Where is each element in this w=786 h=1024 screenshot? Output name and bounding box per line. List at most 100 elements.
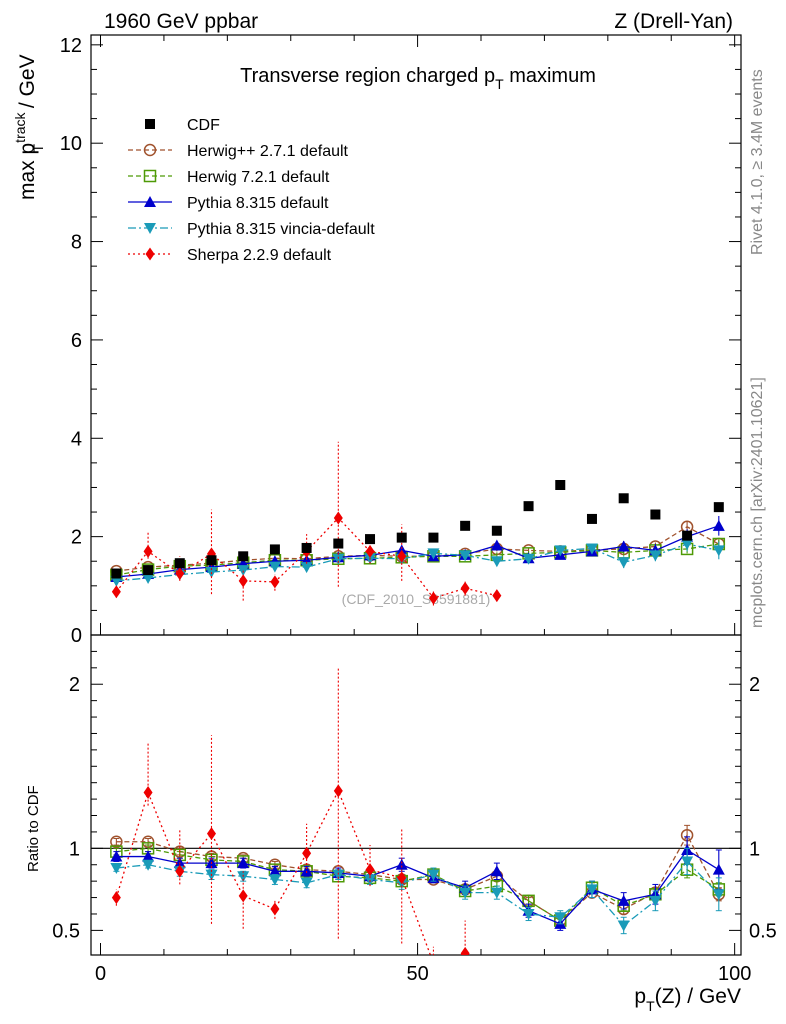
legend-item: Herwig 7.2.1 default [128,169,330,186]
main-data-point [617,540,630,552]
ratio-data-point [268,865,281,877]
legend-marker [144,196,156,207]
x-tick-label: 0 [95,963,106,985]
ratio-series-herwig-2-7-1-default [110,824,726,927]
legend-marker [143,169,157,183]
main-data-point [110,575,123,587]
ratio-series-pythia-8-315-default [110,836,725,931]
main-data-point [681,539,694,551]
cdf-data-point [555,480,566,490]
ratio-y-tick-label-right: 0.5 [749,920,777,942]
ratio-data-point [712,889,725,901]
main-series-line [116,543,719,582]
main-data-point [428,591,438,605]
energy-label: 1960 GeV ppbar [104,10,258,33]
x-axis-label: pT(Z) / GeV [634,985,741,1014]
rivet-label: Rivet 4.1.0, ≥ 3.4M events [749,69,766,255]
main-data-point [268,561,281,573]
ratio-data-point [490,865,503,877]
ratio-data-point [617,894,630,906]
y-tick-label: 10 [60,133,82,155]
legend-marker [143,143,157,157]
cdf-data-point [428,532,439,543]
main-data-point [649,550,662,562]
ratio-data-point [681,856,694,868]
main-series-sherpa-2-2-9-default [111,441,502,606]
legend: CDF Herwig++ 2.7.1 default Herwig 7.2.1 de… [128,117,375,264]
ratio-data-point [429,957,438,970]
main-series-layer [110,441,726,606]
y-tick-label: 12 [60,35,82,57]
ratio-data-point [110,835,123,849]
ratio-series-line [116,849,720,925]
ratio-data-point [364,874,377,886]
cdf-data-point [586,513,597,524]
ratio-data-point [300,877,313,889]
ratio-panel-frame [90,634,742,956]
ratio-data-point [522,908,535,920]
main-data-point [427,548,440,560]
cdf-data-point [238,551,249,562]
main-data-point [238,574,248,588]
main-data-point [332,553,345,565]
ratio-data-point [397,871,407,885]
ratio-data-point [395,858,408,870]
ratio-data-point [300,865,313,877]
main-series-line [116,525,720,578]
ratio-data-point [585,884,598,896]
legend-label: Pythia 8.315 vincia-default [187,221,375,238]
legend-label: Pythia 8.315 default [187,195,329,212]
y-tick-label: 2 [71,527,82,549]
y-tick-label: 8 [71,232,82,254]
cdf-data-point [301,542,312,553]
cdf-data-point [396,532,407,543]
ratio-data-point [206,827,216,841]
ratio-data-point [617,920,630,932]
ratio-series-layer [110,667,726,986]
ratio-series-line [116,860,720,927]
cdf-data-point [206,555,217,566]
ratio-data-point [175,864,185,878]
y-tick-label: 6 [71,330,82,352]
legend-item: Pythia 8.315 default [128,195,329,212]
ratio-data-point [649,895,662,907]
main-data-point [175,567,185,581]
main-series-pythia-8-315-vincia-default [110,536,725,587]
cdf-data-point [269,544,280,555]
legend-label: Sherpa 2.2.9 default [187,247,332,264]
legend-item: Pythia 8.315 vincia-default [128,221,375,238]
cdf-data-point [111,568,122,579]
legend-marker [145,247,155,261]
x-tick-label: 100 [718,963,751,985]
cdf-data-point [174,558,185,569]
ratio-y-tick-label: 1 [69,838,80,860]
cdf-data-point [333,538,344,549]
cdf-data-point [460,520,471,531]
main-data-point [712,545,725,557]
main-data-point [397,549,407,563]
ratio-data-point [110,863,123,875]
main-data-point [111,585,121,599]
cdf-data-point [713,502,724,513]
process-label: Z (Drell-Yan) [614,10,733,33]
y-tick-label: 0 [71,625,82,647]
legend-item: Sherpa 2.2.9 default [128,247,332,264]
main-data-point [522,553,535,565]
ratio-data-point [492,973,501,986]
ratio-data-point [143,786,153,800]
main-data-point [617,557,630,569]
legend-marker [145,119,155,129]
legend-item: CDF [145,117,220,134]
y-tick-label: 4 [71,428,82,450]
ratio-data-point [268,874,281,886]
main-data-point [143,544,153,558]
ratio-y-tick-label: 0.5 [52,920,80,942]
ratio-data-point [142,859,155,871]
ratio-data-point [237,857,250,869]
main-data-point [300,562,313,574]
cdf-data-point [491,525,502,536]
cdf-data-point [365,534,376,545]
ratio-data-point [333,784,343,798]
legend-item: Herwig++ 2.7.1 default [128,143,349,160]
main-data-point [490,539,503,551]
